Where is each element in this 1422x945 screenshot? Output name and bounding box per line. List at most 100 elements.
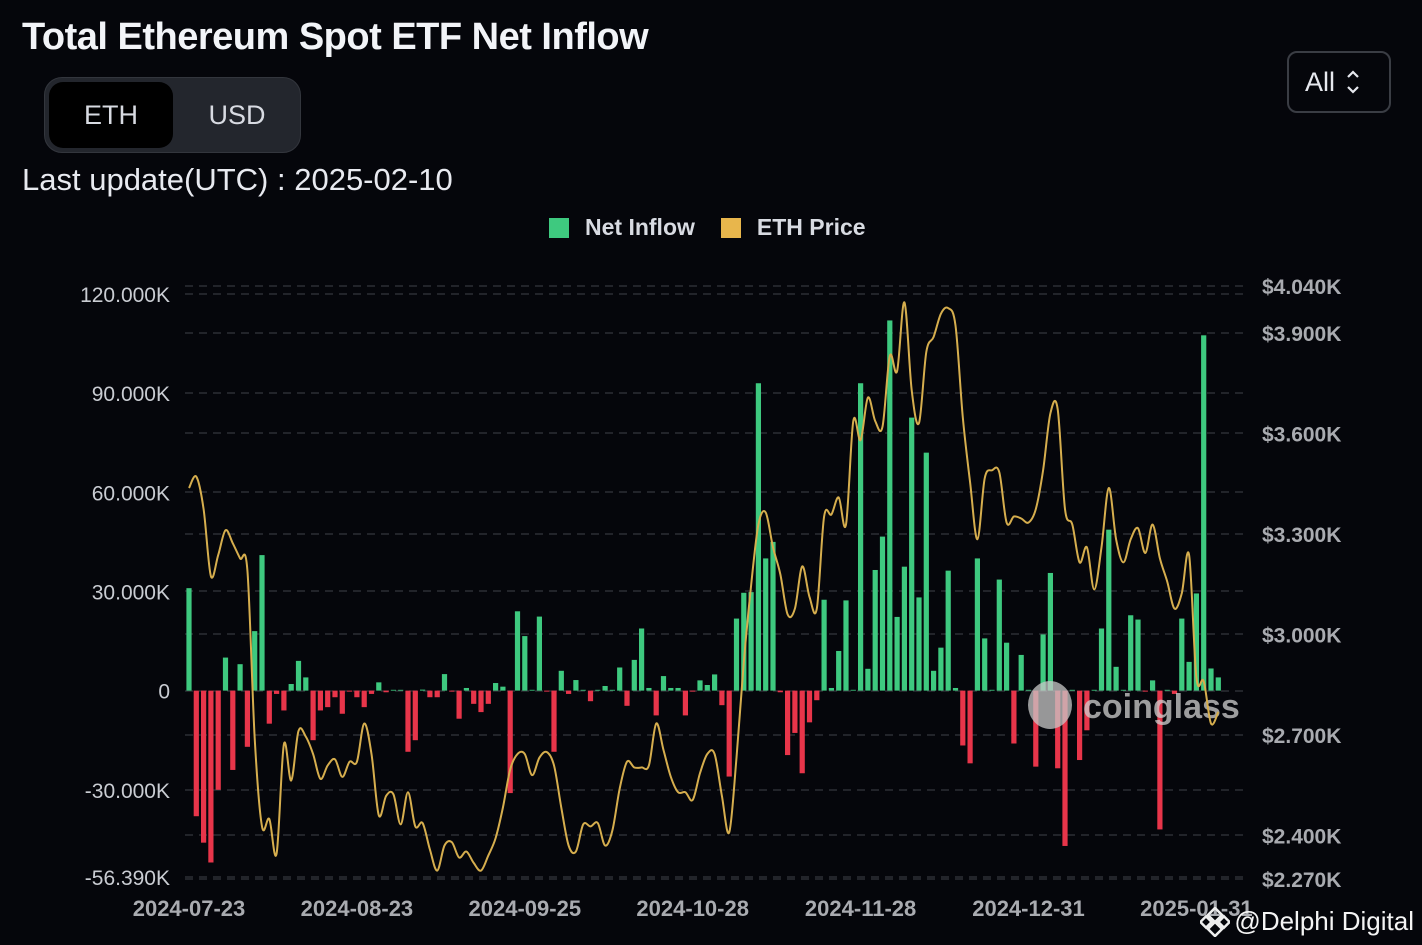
- inflow-bar-negative[interactable]: [266, 690, 272, 724]
- inflow-bar-positive[interactable]: [748, 592, 754, 691]
- inflow-bar-negative[interactable]: [1084, 690, 1090, 731]
- inflow-bar-negative[interactable]: [814, 690, 820, 701]
- inflow-bar-positive[interactable]: [923, 452, 929, 691]
- inflow-bar-negative[interactable]: [507, 690, 513, 794]
- toggle-eth[interactable]: ETH: [49, 82, 173, 148]
- inflow-bar-positive[interactable]: [617, 667, 623, 691]
- inflow-bar-positive[interactable]: [573, 680, 579, 691]
- inflow-bar-negative[interactable]: [799, 690, 805, 774]
- inflow-bar-positive[interactable]: [1106, 529, 1112, 691]
- inflow-bar-positive[interactable]: [646, 687, 652, 691]
- inflow-bar-positive[interactable]: [894, 616, 900, 691]
- inflow-bar-positive[interactable]: [295, 660, 302, 691]
- inflow-bar-positive[interactable]: [1113, 666, 1119, 691]
- inflow-bar-negative[interactable]: [361, 690, 367, 708]
- inflow-bar-positive[interactable]: [441, 674, 448, 691]
- inflow-bar-negative[interactable]: [193, 690, 199, 817]
- inflow-bar-positive[interactable]: [390, 689, 396, 691]
- inflow-bar-negative[interactable]: [1062, 690, 1068, 846]
- inflow-bar-negative[interactable]: [624, 690, 630, 706]
- inflow-bar-negative[interactable]: [456, 690, 462, 719]
- inflow-bar-negative[interactable]: [960, 690, 966, 746]
- inflow-bar-positive[interactable]: [420, 689, 426, 691]
- inflow-bar-positive[interactable]: [529, 689, 535, 691]
- inflow-bar-negative[interactable]: [967, 690, 973, 764]
- inflow-bar-negative[interactable]: [1142, 690, 1148, 692]
- inflow-bar-positive[interactable]: [259, 555, 265, 691]
- inflow-bar-positive[interactable]: [463, 687, 469, 691]
- inflow-bar-negative[interactable]: [1011, 690, 1017, 744]
- inflow-bar-positive[interactable]: [398, 689, 404, 691]
- inflow-bar-positive[interactable]: [595, 689, 601, 691]
- inflow-bar-positive[interactable]: [1201, 335, 1207, 691]
- inflow-bar-positive[interactable]: [514, 611, 521, 691]
- inflow-bar-negative[interactable]: [354, 690, 360, 698]
- inflow-bar-positive[interactable]: [1120, 689, 1126, 691]
- inflow-bar-positive[interactable]: [288, 684, 294, 691]
- inflow-bar-negative[interactable]: [682, 690, 688, 716]
- inflow-bar-negative[interactable]: [368, 690, 375, 694]
- inflow-bar-positive[interactable]: [1004, 642, 1010, 691]
- inflow-bar-positive[interactable]: [770, 541, 776, 691]
- inflow-bar-negative[interactable]: [726, 690, 732, 777]
- inflow-bar-negative[interactable]: [1077, 690, 1083, 761]
- inflow-bar-positive[interactable]: [222, 657, 229, 691]
- inflow-bar-positive[interactable]: [755, 383, 761, 691]
- inflow-bar-negative[interactable]: [201, 690, 207, 843]
- inflow-bar-negative[interactable]: [412, 690, 418, 741]
- inflow-bar-positive[interactable]: [1186, 661, 1192, 691]
- inflow-bar-positive[interactable]: [887, 320, 893, 691]
- inflow-bar-negative[interactable]: [653, 690, 659, 716]
- inflow-bar-positive[interactable]: [741, 592, 747, 691]
- inflow-bar-positive[interactable]: [828, 687, 834, 691]
- inflow-bar-positive[interactable]: [697, 680, 703, 691]
- inflow-bar-positive[interactable]: [821, 599, 827, 691]
- inflow-bar-positive[interactable]: [303, 677, 309, 691]
- inflow-bar-positive[interactable]: [865, 668, 871, 691]
- inflow-bar-negative[interactable]: [1171, 690, 1178, 694]
- inflow-bar-positive[interactable]: [952, 687, 959, 691]
- inflow-bar-negative[interactable]: [719, 690, 725, 706]
- inflow-bar-positive[interactable]: [733, 618, 740, 691]
- inflow-bar-negative[interactable]: [690, 690, 696, 692]
- inflow-bar-positive[interactable]: [872, 569, 878, 691]
- inflow-bar-negative[interactable]: [434, 690, 440, 698]
- inflow-bar-negative[interactable]: [230, 690, 236, 770]
- inflow-bar-negative[interactable]: [1033, 690, 1039, 767]
- inflow-bar-positive[interactable]: [500, 686, 506, 691]
- inflow-bar-positive[interactable]: [931, 670, 937, 691]
- inflow-bar-positive[interactable]: [1069, 689, 1075, 691]
- inflow-bar-positive[interactable]: [704, 685, 710, 691]
- inflow-bar-negative[interactable]: [551, 690, 557, 752]
- inflow-bar-positive[interactable]: [938, 647, 944, 691]
- inflow-bar-positive[interactable]: [1135, 619, 1141, 691]
- inflow-bar-positive[interactable]: [982, 638, 988, 691]
- inflow-bar-positive[interactable]: [974, 558, 980, 691]
- inflow-bar-negative[interactable]: [587, 690, 594, 702]
- inflow-bar-positive[interactable]: [1098, 628, 1105, 691]
- inflow-bar-negative[interactable]: [281, 690, 287, 711]
- inflow-bar-positive[interactable]: [522, 636, 528, 691]
- inflow-bar-positive[interactable]: [558, 670, 564, 691]
- legend-item-eth-price[interactable]: ETH Price: [720, 214, 866, 241]
- inflow-bar-negative[interactable]: [544, 690, 550, 692]
- inflow-bar-negative[interactable]: [339, 690, 345, 714]
- inflow-bar-positive[interactable]: [376, 682, 382, 691]
- inflow-bar-positive[interactable]: [536, 616, 542, 691]
- inflow-bar-positive[interactable]: [945, 570, 951, 691]
- inflow-bar-positive[interactable]: [879, 536, 886, 691]
- inflow-bar-negative[interactable]: [777, 690, 783, 693]
- inflow-bar-negative[interactable]: [405, 690, 411, 752]
- inflow-bar-positive[interactable]: [1179, 618, 1185, 691]
- inflow-bar-positive[interactable]: [660, 676, 667, 691]
- inflow-bar-positive[interactable]: [1215, 677, 1221, 691]
- inflow-bar-positive[interactable]: [1018, 654, 1024, 691]
- inflow-bar-negative[interactable]: [471, 690, 477, 704]
- inflow-bar-positive[interactable]: [186, 588, 192, 691]
- inflow-bar-negative[interactable]: [310, 690, 316, 741]
- inflow-bar-positive[interactable]: [1150, 680, 1156, 691]
- inflow-bar-positive[interactable]: [631, 659, 637, 691]
- inflow-bar-positive[interactable]: [1164, 689, 1170, 691]
- inflow-bar-negative[interactable]: [347, 690, 353, 692]
- inflow-bar-negative[interactable]: [215, 690, 221, 790]
